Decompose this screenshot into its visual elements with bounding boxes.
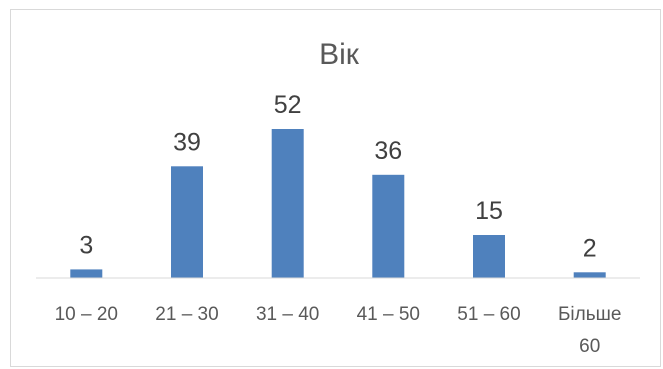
data-label-4: 15 [475, 197, 503, 225]
bar-3 [372, 174, 405, 278]
data-labels-group: 3 39 52 36 15 2 [79, 91, 596, 262]
chart-title: Вік [319, 38, 360, 71]
x-tick-label-1: 21 – 30 [155, 304, 218, 325]
bar-4 [473, 235, 505, 278]
x-tick-label-5: Більше 60 [558, 304, 622, 357]
bars-group [70, 129, 606, 279]
bar-2 [271, 129, 304, 278]
x-tick-label-2: 31 – 40 [256, 304, 319, 325]
data-label-0: 3 [79, 231, 93, 259]
bar-5 [573, 272, 606, 278]
data-label-1: 39 [173, 128, 201, 156]
x-tick-label-0: 10 – 20 [55, 304, 118, 325]
bar-1 [171, 166, 203, 279]
x-tick-label-3: 41 – 50 [357, 304, 420, 325]
x-tick-label-4: 51 – 60 [457, 304, 520, 325]
chart-frame [10, 9, 661, 367]
x-tick-labels-group: 10 – 20 21 – 30 31 – 40 41 – 50 51 – 60 Більш… [55, 304, 622, 357]
bar-0 [70, 269, 103, 278]
data-label-2: 52 [274, 91, 302, 119]
data-label-3: 36 [374, 137, 402, 165]
data-label-5: 2 [583, 234, 597, 262]
